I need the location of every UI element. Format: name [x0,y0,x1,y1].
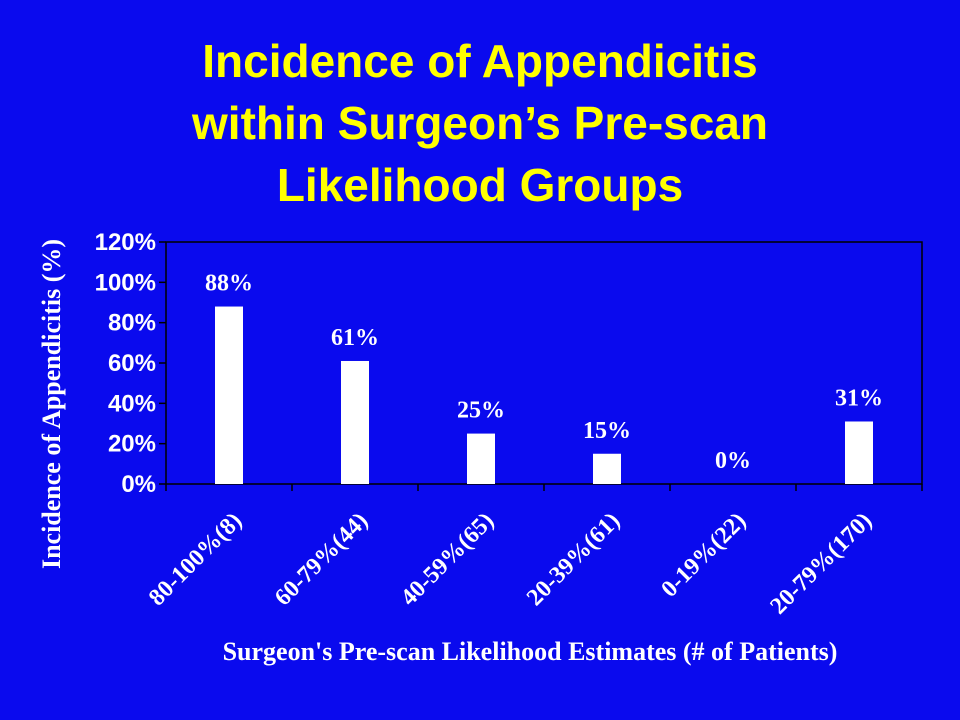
title-line-2: within Surgeon’s Pre-scan [192,97,768,149]
chart-data-labels: 88% 61% 25% 15% 0% 31% [205,271,883,474]
bar-data-label: 61% [331,325,379,351]
bar-data-label: 0% [715,448,751,474]
bar [593,453,621,484]
title-line-1: Incidence of Appendicitis [202,35,758,87]
x-tick-label: 60-79%(44) [270,508,373,611]
y-tick-label: 20% [108,431,156,458]
x-tick-label: 40-59%(65) [396,508,499,611]
bar-data-label: 25% [457,398,505,424]
x-tick-label: 20-79%(170) [766,508,878,620]
y-tick-label: 120% [95,229,156,256]
y-axis-label: Incidence of Appendicitis (%) [37,239,66,569]
x-axis-label: Surgeon's Pre-scan Likelihood Estimates … [223,637,838,666]
y-tick-label: 60% [108,350,156,377]
bar [845,421,873,484]
plot-area-frame [165,241,923,485]
bar [341,360,369,484]
slide-title: Incidence of Appendicitis within Surgeon… [0,30,960,216]
x-tick-label: 20-39%(61) [522,508,625,611]
y-tick-label: 40% [108,390,156,417]
y-tick-label: 0% [121,471,156,498]
x-tick-label: 0-19%(22) [657,508,752,603]
bar-data-label: 88% [205,271,253,297]
bar-data-label: 15% [583,418,631,444]
bar-data-label: 31% [835,385,883,411]
x-axis-tick-labels: 80-100%(8) 60-79%(44) 40-59%(65) 20-39%(61)… [144,508,877,620]
title-line-3: Likelihood Groups [276,159,684,211]
bar [467,433,495,484]
y-tick-label: 80% [108,310,156,337]
bar [215,306,243,484]
y-tick-label: 100% [95,269,156,296]
chart-axes [159,241,923,491]
x-tick-label: 80-100%(8) [144,508,247,611]
y-axis-tick-labels: 0% 20% 40% 60% 80% 100% 120% [95,229,156,498]
chart-bars [215,306,873,484]
